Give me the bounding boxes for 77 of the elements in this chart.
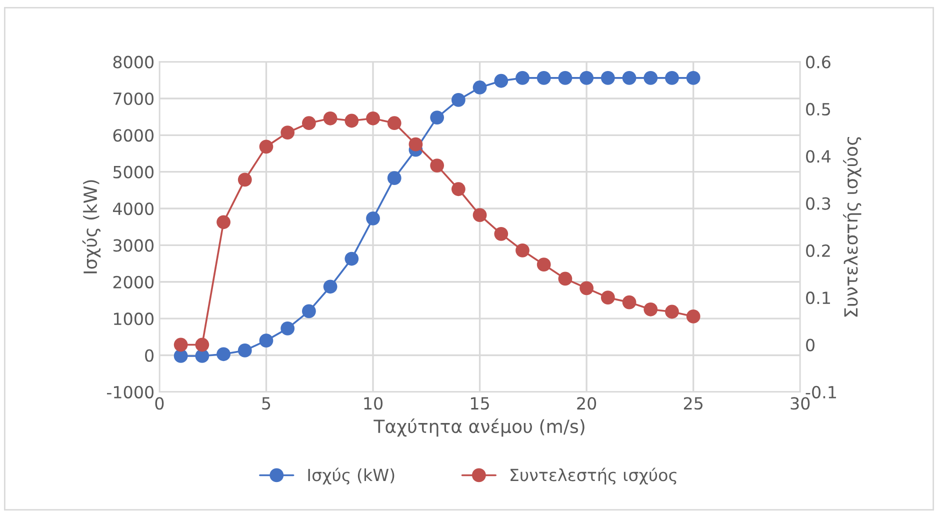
point [558, 70, 572, 85]
point [622, 295, 636, 310]
point [259, 334, 274, 348]
point [430, 158, 444, 172]
point [280, 322, 295, 336]
y2-tick-label: 0.2 [806, 244, 830, 258]
x-tick-label: 5 [262, 397, 270, 410]
y-tick-label: 3000 [113, 239, 154, 252]
point [558, 272, 572, 286]
point [472, 80, 487, 94]
point [580, 70, 594, 85]
y2-tick-label: 0.5 [806, 102, 830, 116]
point [344, 252, 359, 266]
point [430, 110, 444, 124]
x-tick-label: 30 [790, 397, 810, 410]
y-tick-label: 0 [145, 349, 154, 362]
point [644, 70, 658, 85]
point [280, 126, 295, 140]
y2-tick-label: 0.4 [806, 150, 831, 163]
y-tick-label: 6000 [113, 129, 154, 142]
point [451, 182, 466, 196]
point [344, 114, 359, 128]
point [387, 116, 402, 130]
x-axis-title: Ταχύτητα ανέμου (m/s) [374, 418, 584, 437]
point [238, 172, 252, 187]
point [644, 302, 658, 316]
y-tick-label: 4000 [112, 202, 154, 216]
point [600, 290, 615, 305]
x-tick-label: 20 [577, 397, 596, 410]
y2-tick-label: 0.3 [806, 197, 830, 210]
point [580, 281, 594, 296]
point [494, 74, 508, 88]
point [387, 171, 402, 186]
point [366, 211, 380, 226]
y-tick-label: 7000 [114, 92, 154, 106]
y-tick-label: 8000 [113, 56, 154, 68]
y2-axis-title: Συντελεστής ισχύος [843, 137, 862, 317]
point [600, 70, 615, 85]
point [665, 304, 679, 319]
x-tick-label: 15 [471, 397, 489, 410]
point [516, 243, 530, 258]
point [494, 226, 508, 241]
x-tick-label: 10 [364, 397, 383, 410]
point [323, 280, 338, 294]
point [472, 208, 487, 222]
point [216, 215, 230, 230]
point [302, 304, 316, 318]
point [516, 70, 530, 85]
y2-tick-label: -0.1 [806, 386, 836, 398]
y-tick-label: 2000 [113, 276, 154, 288]
point [323, 111, 338, 126]
point [259, 140, 274, 154]
legend-label: Ισχύς (kW) [308, 468, 394, 485]
x-tick-label: 25 [684, 397, 702, 410]
point [451, 93, 466, 107]
point [366, 111, 380, 126]
y-tick-label: -1000 [106, 386, 154, 398]
point [174, 338, 188, 352]
point [622, 70, 636, 85]
y-axis-title: Ισχύς (kW) [82, 180, 101, 274]
y2-tick-label: 0.1 [806, 292, 830, 304]
x-tick-label: 0 [155, 397, 164, 410]
point [408, 137, 423, 152]
point [536, 258, 551, 272]
point [686, 70, 700, 85]
legend-label: Συντελεστής ισχύος [510, 468, 676, 485]
point [195, 338, 210, 352]
y2-tick-label: 0.6 [806, 56, 830, 68]
point [686, 310, 700, 324]
point [536, 70, 551, 85]
y-tick-label: 1000 [114, 312, 154, 326]
point [216, 347, 230, 362]
point [665, 70, 679, 85]
y-tick-label: 5000 [113, 166, 154, 178]
point [302, 116, 316, 130]
point [238, 344, 252, 358]
y2-tick-label: 0 [806, 338, 814, 352]
